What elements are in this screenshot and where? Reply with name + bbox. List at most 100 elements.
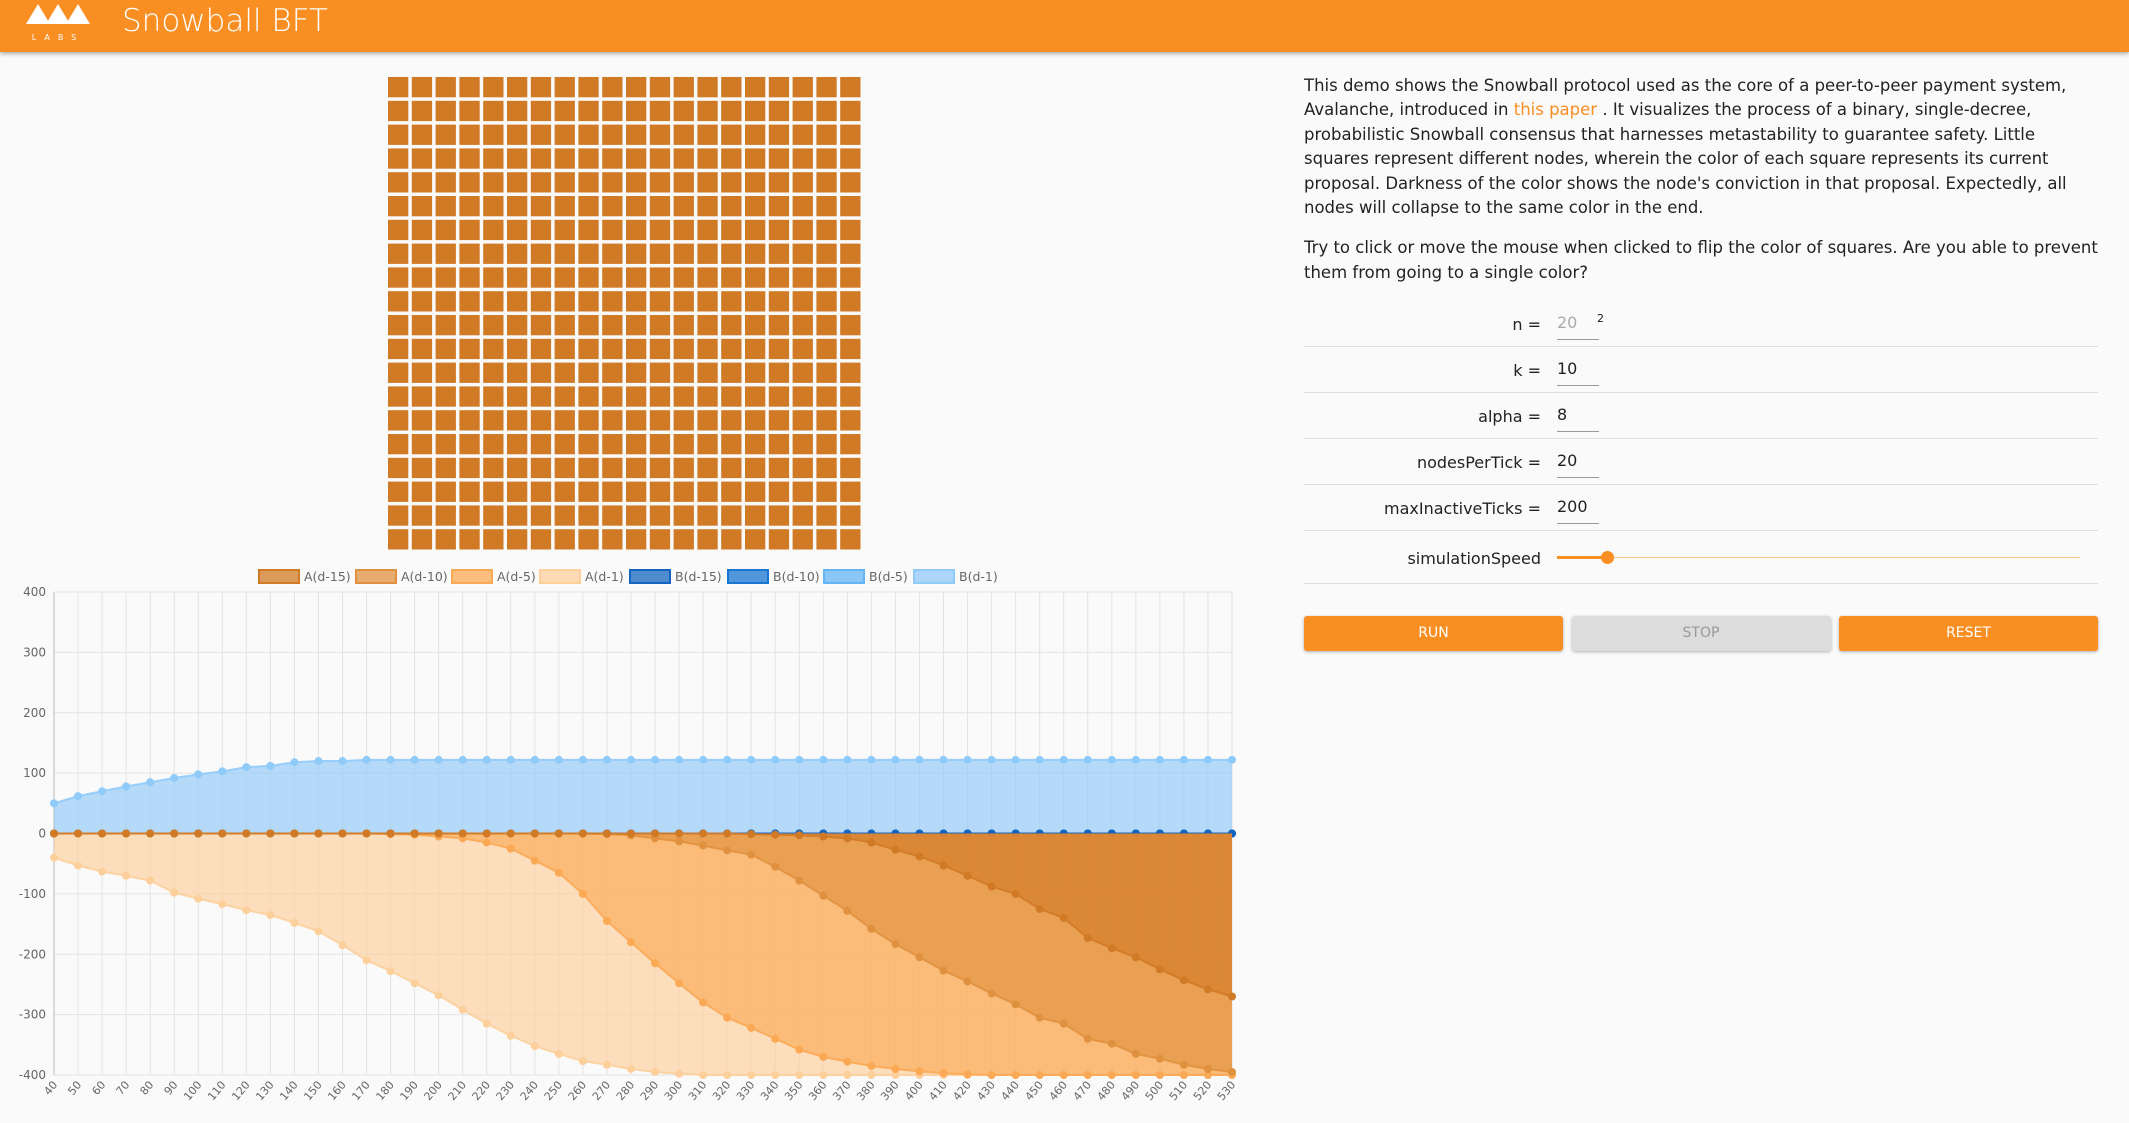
node[interactable] [768,338,790,360]
node[interactable] [602,386,623,407]
node[interactable] [578,172,599,193]
node[interactable] [626,315,647,336]
node[interactable] [483,505,504,526]
node[interactable] [768,172,790,193]
node[interactable] [388,291,409,312]
node[interactable] [459,100,480,122]
node[interactable] [507,481,528,502]
node[interactable] [840,291,861,312]
node[interactable] [697,315,718,336]
node[interactable] [697,434,718,455]
node[interactable] [792,100,813,122]
node[interactable] [721,529,742,550]
node[interactable] [840,386,861,407]
node[interactable] [435,386,456,407]
node[interactable] [602,529,623,550]
node[interactable] [411,124,433,145]
node[interactable] [792,148,813,169]
node[interactable] [388,243,409,264]
node[interactable] [602,243,623,264]
node[interactable] [388,77,409,98]
node[interactable] [649,505,671,526]
node[interactable] [816,338,837,360]
node[interactable] [745,505,766,526]
node[interactable] [816,529,837,550]
node[interactable] [697,148,718,169]
node[interactable] [459,362,480,383]
node[interactable] [578,529,599,550]
node[interactable] [530,219,552,241]
node[interactable] [816,124,837,145]
node[interactable] [435,267,456,288]
node[interactable] [411,529,433,550]
node[interactable] [435,219,456,241]
node[interactable] [602,457,623,479]
node[interactable] [507,100,528,122]
node[interactable] [459,505,480,526]
node[interactable] [721,148,742,169]
node[interactable] [721,481,742,502]
node[interactable] [649,124,671,145]
node[interactable] [745,386,766,407]
node[interactable] [673,457,694,479]
node[interactable] [792,77,813,98]
node[interactable] [388,124,409,145]
slider-thumb[interactable] [1601,551,1614,565]
node[interactable] [673,481,694,502]
node[interactable] [459,434,480,455]
node[interactable] [673,529,694,550]
node[interactable] [792,505,813,526]
node[interactable] [626,77,647,98]
node[interactable] [840,362,861,383]
node[interactable] [745,243,766,264]
node[interactable] [673,410,694,431]
node[interactable] [840,315,861,336]
node[interactable] [649,386,671,407]
node[interactable] [411,457,433,479]
node[interactable] [459,386,480,407]
node[interactable] [792,315,813,336]
node[interactable] [626,219,647,241]
node[interactable] [792,196,813,217]
node[interactable] [388,338,409,360]
node[interactable] [459,77,480,98]
node[interactable] [530,529,552,550]
node[interactable] [578,124,599,145]
node[interactable] [721,457,742,479]
node[interactable] [816,481,837,502]
node[interactable] [840,529,861,550]
node[interactable] [697,100,718,122]
node[interactable] [673,386,694,407]
node[interactable] [507,505,528,526]
node[interactable] [530,338,552,360]
node[interactable] [768,457,790,479]
node[interactable] [792,219,813,241]
node[interactable] [626,338,647,360]
node[interactable] [792,338,813,360]
node[interactable] [840,100,861,122]
node[interactable] [673,291,694,312]
node[interactable] [840,410,861,431]
node[interactable] [697,362,718,383]
node[interactable] [578,196,599,217]
node[interactable] [483,362,504,383]
node[interactable] [768,124,790,145]
node[interactable] [673,505,694,526]
node[interactable] [554,291,575,312]
node[interactable] [602,100,623,122]
node[interactable] [483,410,504,431]
node[interactable] [721,196,742,217]
node[interactable] [530,505,552,526]
node[interactable] [840,481,861,502]
node[interactable] [626,529,647,550]
node[interactable] [721,362,742,383]
node[interactable] [435,410,456,431]
node[interactable] [530,362,552,383]
node[interactable] [840,219,861,241]
node[interactable] [745,434,766,455]
node[interactable] [435,196,456,217]
node[interactable] [554,457,575,479]
field-input[interactable]: 20 [1557,311,1599,340]
node[interactable] [649,219,671,241]
node[interactable] [578,362,599,383]
